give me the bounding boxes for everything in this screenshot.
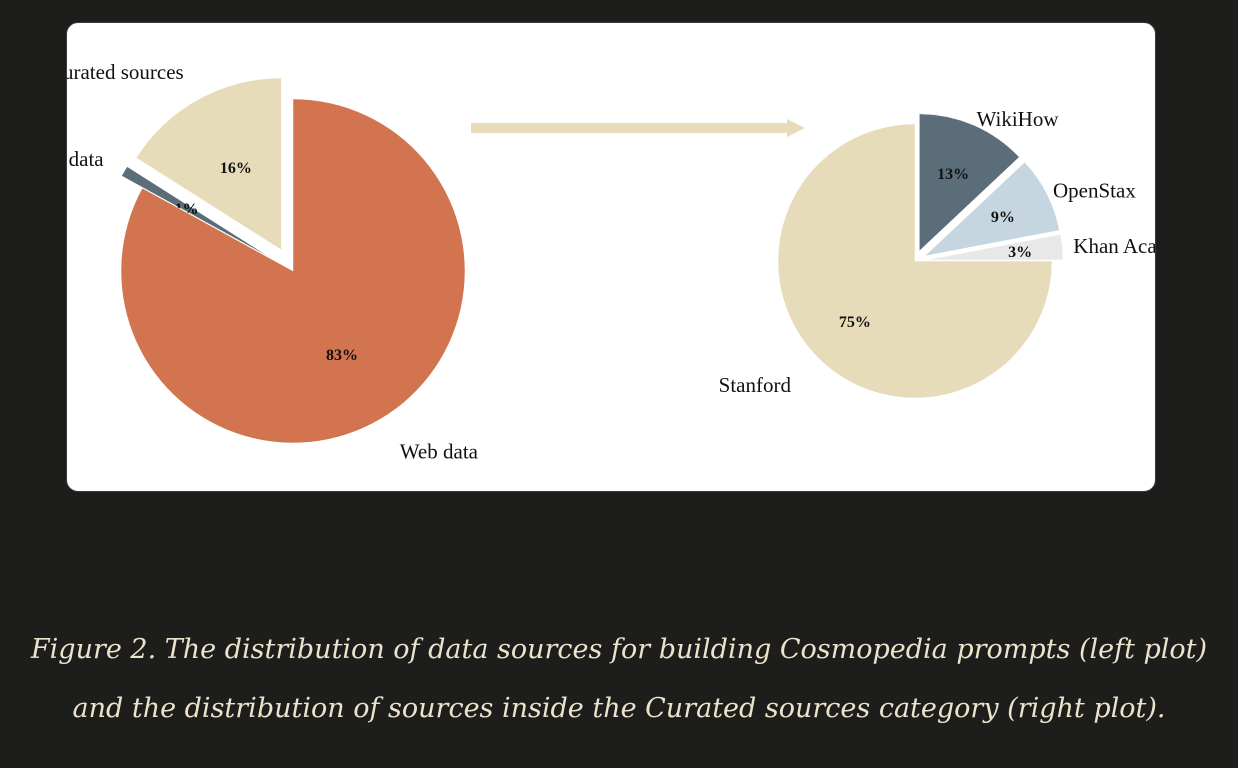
value-label-stanford: 75% — [839, 314, 871, 331]
slice-curated-sources — [135, 77, 282, 251]
arrow-shaft — [471, 123, 789, 133]
category-label-openstax: OpenStax — [1053, 179, 1136, 203]
category-label-stanford: Stanford — [719, 373, 792, 397]
value-label-khan-academy: 3% — [1008, 244, 1032, 261]
value-label-curated-sources: 16% — [220, 160, 252, 177]
category-label-khan-academy: Khan Academy — [1073, 234, 1156, 258]
arrow-head — [787, 119, 805, 137]
value-label-openstax: 9% — [991, 209, 1015, 226]
slice-khan-academy — [925, 233, 1064, 261]
slice-wikihow — [919, 113, 1020, 252]
category-label-curated-sources: Curated sources — [67, 60, 184, 84]
figure-caption: Figure 2. The distribution of data sourc… — [0, 620, 1238, 738]
category-label-web-data: Web data — [400, 440, 479, 464]
pie-chart-2: 3% Khan Academy 9% OpenStax 13% WikiHow 75% Sta… — [719, 107, 1156, 399]
curated-sources-arrow — [471, 119, 805, 137]
slice-instruction-data — [121, 166, 273, 260]
caption-line-2: and the distribution of sources inside t… — [72, 693, 1166, 724]
value-label-web-data: 83% — [326, 347, 358, 364]
slice-stanford — [777, 123, 1053, 399]
value-label-wikihow: 13% — [937, 166, 969, 183]
slice-web-data — [120, 98, 466, 444]
category-label-wikihow: WikiHow — [977, 107, 1060, 131]
slice-openstax — [924, 161, 1060, 257]
caption-line-1: Figure 2. The distribution of data sourc… — [30, 634, 1208, 665]
category-label-instruction-data: Instruction data — [67, 147, 104, 171]
